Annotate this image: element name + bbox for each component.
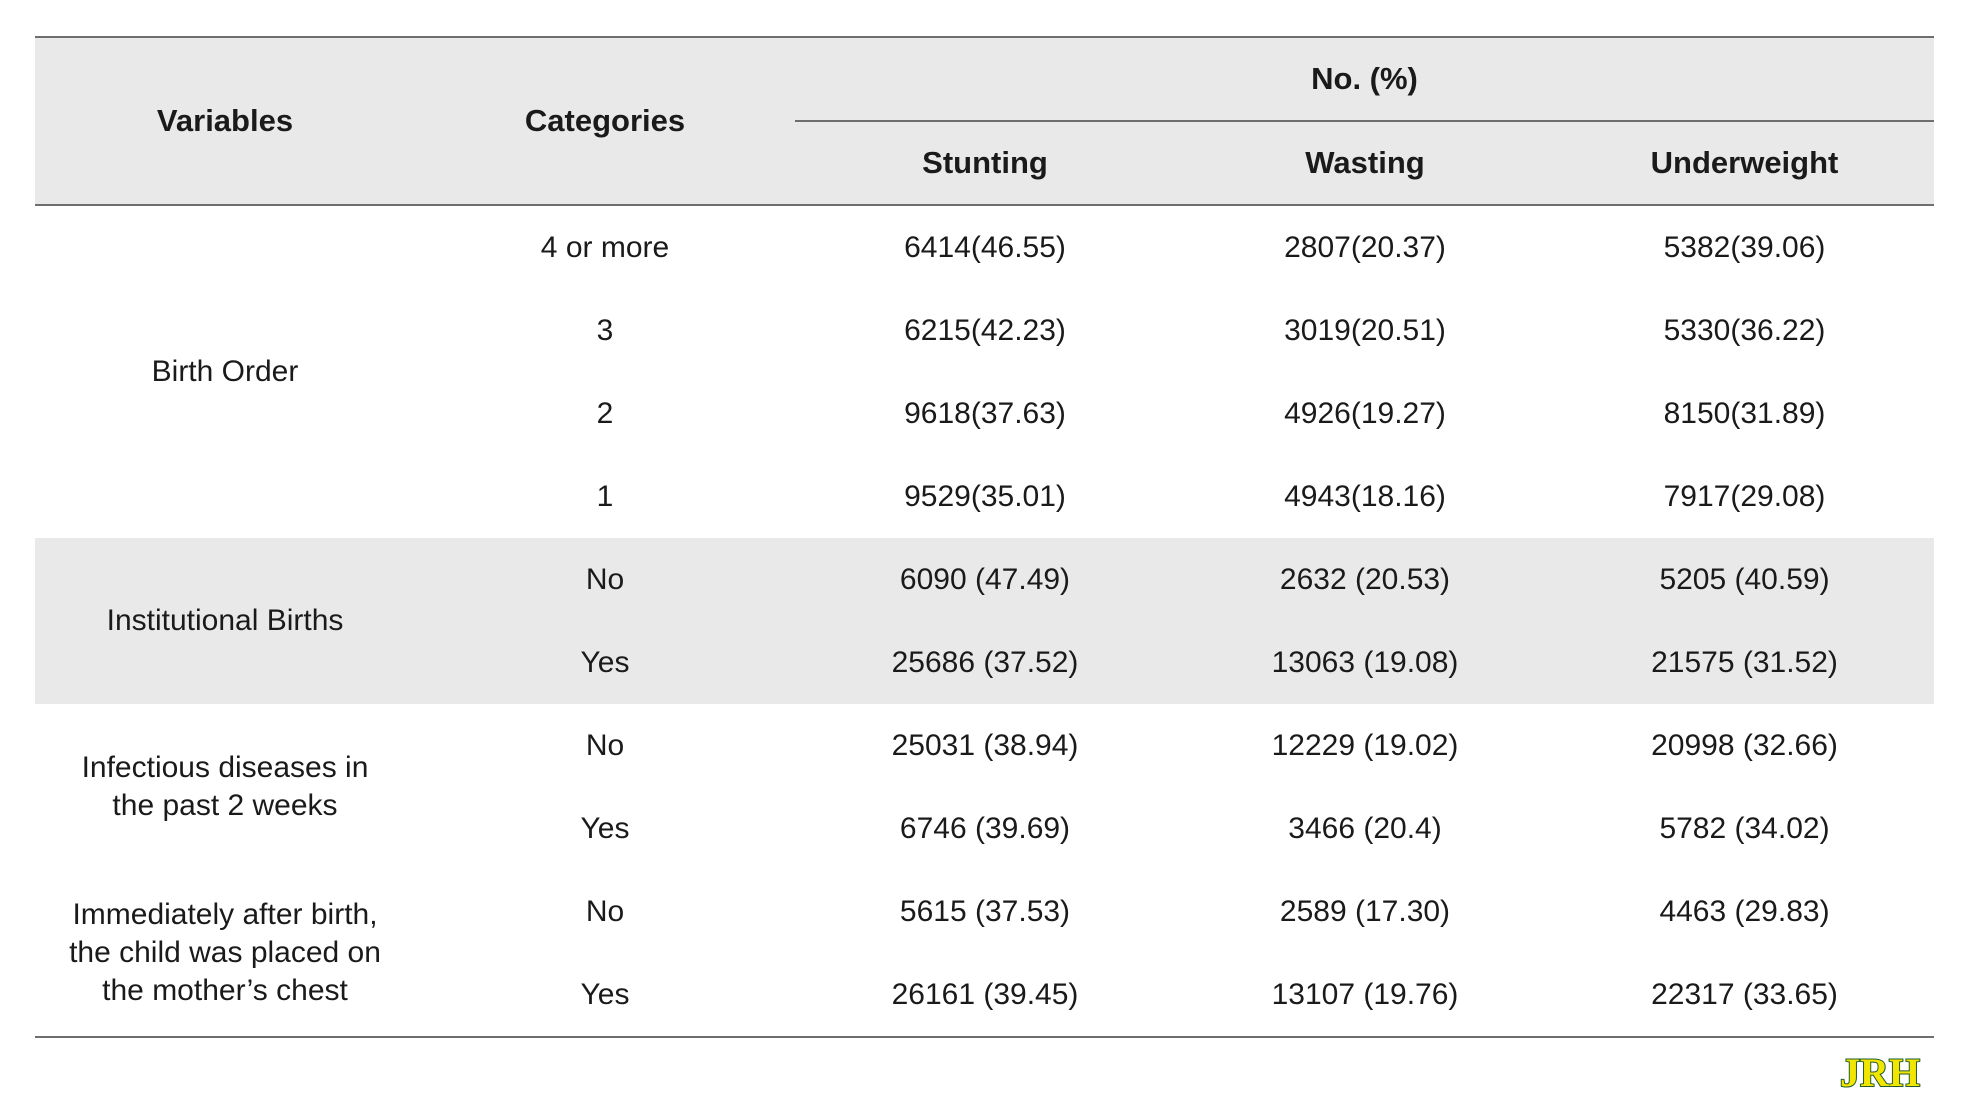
underweight-cell: 22317 (33.65) [1555, 953, 1935, 1038]
variable-line: Immediately after birth, [72, 898, 378, 931]
wasting-cell: 2589 (17.30) [1279, 894, 1451, 928]
table-row: Yes 6746 (39.69) 3466 (20.4) 5782 (34.02… [35, 787, 1934, 870]
stunting-cell: 25686 (37.52) [795, 621, 1175, 704]
table-row: Yes 25686 (37.52) 13063 (19.08) 21575 (3… [35, 621, 1935, 704]
variable-line: the past 2 weeks [112, 789, 338, 822]
wasting-cell: 13063 (19.08) [1175, 621, 1555, 704]
variable-institutional-births: Institutional Births [35, 538, 415, 704]
category-cell: Yes [580, 811, 630, 845]
table-row: 2 9618(37.63) 4926(19.27) 8150(31.89) [35, 372, 1934, 455]
stunting-cell: 6215(42.23) [904, 313, 1066, 347]
wasting-cell: 4943(18.16) [1284, 479, 1446, 513]
variable-line: the child was placed on [69, 936, 381, 969]
jrh-logo: JRH [1839, 1052, 1921, 1092]
underweight-cell: 5782 (34.02) [1659, 811, 1830, 845]
underweight-cell: 4463 (29.83) [1659, 894, 1830, 928]
wasting-cell: 13107 (19.76) [1175, 953, 1555, 1038]
wasting-cell: 2807(20.37) [1284, 230, 1446, 264]
header-categories: Categories [415, 36, 795, 206]
variable-birth-order: Birth Order [151, 355, 299, 388]
table-row: Institutional Births No 6090 (47.49) 263… [35, 538, 1935, 704]
category-cell: 3 [596, 313, 614, 347]
header-underweight: Underweight [1555, 121, 1935, 206]
wasting-cell: 2632 (20.53) [1175, 538, 1555, 621]
underweight-cell: 7917(29.08) [1663, 479, 1826, 513]
table-row: Immediately after birth, the child was p… [35, 870, 1934, 1038]
category-cell: 1 [596, 479, 614, 513]
table-row: Infectious diseases in the past 2 weeks … [35, 704, 1934, 823]
variable-line: the mother’s chest [102, 974, 348, 1007]
stunting-cell: 5615 (37.53) [899, 894, 1071, 928]
wasting-cell: 3466 (20.4) [1288, 811, 1442, 845]
stunting-cell: 26161 (39.45) [795, 953, 1175, 1038]
variable-line: Infectious diseases in [81, 751, 369, 784]
category-cell: No [415, 538, 795, 621]
header-variables: Variables [35, 36, 415, 206]
stunting-cell: 9529(35.01) [904, 479, 1066, 513]
data-table: Variables Categories No. (%) Stunting Wa… [35, 36, 1935, 1038]
category-cell: No [585, 894, 625, 928]
stunting-cell: 25031 (38.94) [891, 728, 1079, 762]
wasting-cell: 12229 (19.02) [1271, 728, 1459, 762]
wasting-cell: 3019(20.51) [1284, 313, 1446, 347]
category-cell: Yes [415, 953, 795, 1038]
header-wasting: Wasting [1175, 121, 1555, 206]
logo-text: JRH [1840, 1052, 1920, 1092]
table-row: 3 6215(42.23) 3019(20.51) 5330(36.22) [35, 289, 1934, 372]
underweight-cell: 20998 (32.66) [1651, 728, 1838, 762]
underweight-cell: 21575 (31.52) [1555, 621, 1935, 704]
table-row: Birth Order 4 or more 6414(46.55) 2807(2… [35, 205, 1934, 389]
category-cell: 4 or more [540, 230, 670, 264]
underweight-cell: 5205 (40.59) [1555, 538, 1935, 621]
category-cell: 2 [596, 396, 614, 430]
stunting-cell: 6090 (47.49) [795, 538, 1175, 621]
underweight-cell: 5382(39.06) [1663, 230, 1826, 264]
category-cell: Yes [415, 621, 795, 704]
data-table-container: Variables Categories No. (%) Stunting Wa… [35, 36, 1935, 1038]
stunting-cell: 6414(46.55) [904, 230, 1066, 264]
stunting-cell: 6746 (39.69) [899, 811, 1071, 845]
table-row: Yes 26161 (39.45) 13107 (19.76) 22317 (3… [35, 953, 1935, 1038]
wasting-cell: 4926(19.27) [1284, 396, 1446, 430]
stunting-cell: 9618(37.63) [904, 396, 1066, 430]
variable-infectious-diseases: Infectious diseases in the past 2 weeks [35, 704, 415, 870]
underweight-cell: 8150(31.89) [1663, 396, 1826, 430]
variable-placed-on-chest: Immediately after birth, the child was p… [35, 870, 415, 1038]
category-cell: No [585, 728, 625, 762]
underweight-cell: 5330(36.22) [1663, 313, 1826, 347]
table-row: 1 9529(35.01) 4943(18.16) 7917(29.08) [35, 455, 1934, 538]
header-stunting: Stunting [795, 121, 1175, 206]
header-group-no-percent: No. (%) [795, 36, 1935, 122]
